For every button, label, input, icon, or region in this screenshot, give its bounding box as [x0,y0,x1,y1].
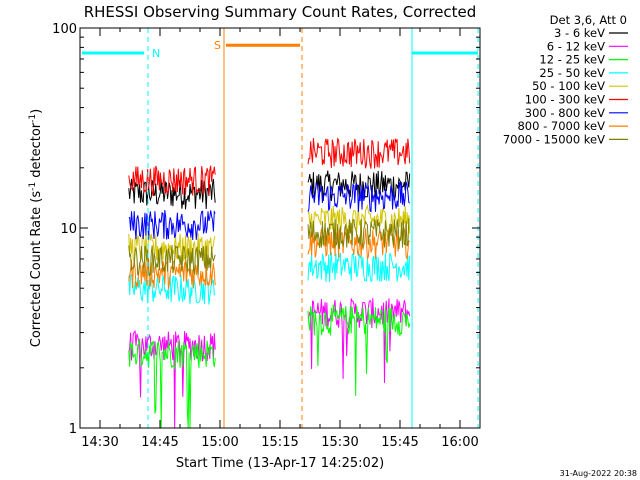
series-trace-8-0 [128,244,216,278]
series-trace-0-1 [307,170,411,202]
series-trace-2-1 [307,304,411,397]
chart-title: RHESSI Observing Summary Count Rates, Co… [84,3,477,21]
legend-label-4: 50 - 100 keV [532,79,605,93]
series-trace-1-1 [307,298,411,383]
x-tick-label-2: 15:00 [201,435,238,450]
x-tick-label-3: 15:15 [261,435,298,450]
tick-layer: 14:30 14:45 15:00 15:15 15:30 15:45 16:00 1 10 10… [52,22,481,450]
x-tick-label-4: 15:30 [321,435,358,450]
data-layer [128,137,411,429]
series-trace-3-1 [307,252,411,283]
legend-label-5: 100 - 300 keV [525,93,605,107]
series-trace-3-0 [128,274,216,305]
series-trace-5-0 [128,165,216,197]
legend-label-2: 12 - 25 keV [539,53,605,67]
legend-label-7: 800 - 7000 keV [517,119,605,133]
x-tick-label-1: 14:45 [141,435,178,450]
legend-header: Det 3,6, Att 0 [550,13,627,27]
x-tick-label-5: 15:45 [381,435,418,450]
x-tick-label-0: 14:30 [81,435,118,450]
y-axis-label-end: ) [29,109,44,114]
series-trace-2-0 [128,338,216,429]
y-axis-label-mid: detector [29,122,44,182]
series-trace-6-0 [128,210,216,241]
y-axis-label-sup1: -1 [28,182,38,191]
legend-label-8: 7000 - 15000 keV [503,132,605,146]
x-axis-label: Start Time (13-Apr-17 14:25:02) [176,456,384,471]
legend-label-0: 3 - 6 keV [554,26,605,40]
series-trace-1-0 [128,329,216,429]
y-axis-label-sup2: -1 [28,114,38,123]
series-trace-6-1 [307,181,411,213]
legend-label-1: 6 - 12 keV [547,39,605,53]
y-axis-label: Corrected Count Rate (s-1 detector-1) [28,109,44,347]
y-axis-label-main: Corrected Count Rate (s [29,191,44,348]
series-trace-8-1 [307,218,410,250]
annotation-label-1: S [214,39,221,52]
y-tick-label-0: 1 [69,422,77,437]
series-trace-0-0 [128,178,216,210]
x-tick-label-6: 16:00 [441,435,478,450]
footer-date: 31-Aug-2022 20:38 [560,469,637,478]
legend-label-3: 25 - 50 keV [539,66,605,80]
y-tick-label-2: 100 [52,22,77,37]
y-tick-label-1: 10 [60,222,77,237]
series-trace-5-1 [307,137,411,169]
series-trace-7-0 [128,258,216,290]
annotation-label-0: N [152,47,160,60]
legend-label-6: 300 - 800 keV [525,106,605,120]
